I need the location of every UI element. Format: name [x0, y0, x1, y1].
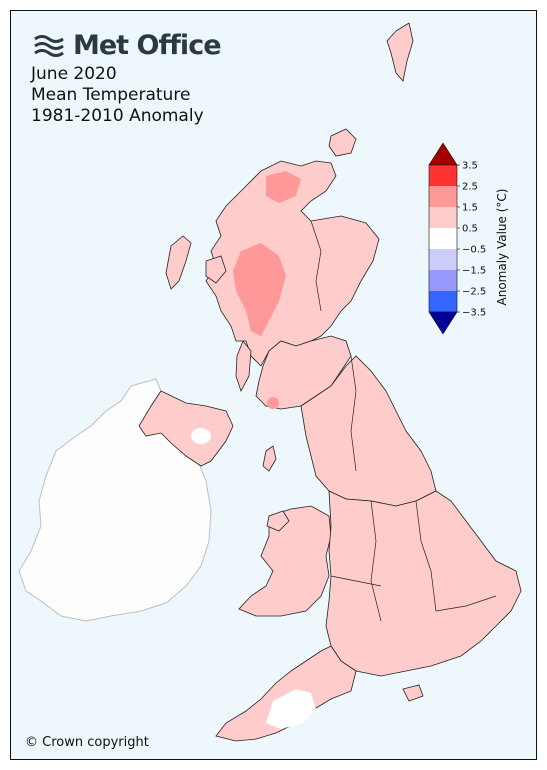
scotland-warm-patch-west	[233, 243, 286, 336]
shetland-islands	[386, 22, 414, 82]
colorbar-legend: 3.5 2.5 1.5 0.5 −0.5 −1.5 −2.5 −3.5	[428, 142, 486, 335]
scotland-warm-patch-north	[266, 171, 301, 203]
isle-of-wight	[402, 684, 424, 702]
orkney-islands	[328, 128, 357, 157]
title-month: June 2020	[31, 64, 117, 84]
colorbar-band	[429, 186, 457, 207]
colorbar-band	[429, 207, 457, 228]
anglesey	[266, 510, 290, 532]
south-west-england-landmass	[215, 645, 357, 742]
colorbar-tick-label: 2.5	[462, 182, 478, 193]
colorbar-extend-low	[428, 311, 458, 335]
map-frame: 3.5 2.5 1.5 0.5 −0.5 −1.5 −2.5 −3.5 Anomaly Val…	[10, 10, 537, 760]
colorbar-tick-label: 0.5	[462, 224, 478, 235]
title-variable: Mean Temperature	[31, 85, 191, 105]
colorbar-band	[429, 228, 457, 249]
northern-ireland-landmass	[138, 390, 234, 467]
isle-of-man	[262, 445, 277, 472]
colorbar-axis-label: Anomaly Value (°C)	[495, 189, 509, 306]
map-title: June 2020 Mean Temperature 1981-2010 Ano…	[31, 64, 204, 127]
northern-england-landmass	[300, 355, 437, 507]
colorbar-band	[429, 270, 457, 291]
uk-anomaly-map: 3.5 2.5 1.5 0.5 −0.5 −1.5 −2.5 −3.5 Anomaly Val…	[18, 22, 522, 742]
copyright-notice: © Crown copyright	[25, 735, 149, 750]
colorbar-band	[429, 165, 457, 186]
met-office-logo: Met Office	[33, 30, 222, 61]
lough-neagh	[191, 428, 211, 444]
kintyre-peninsula	[235, 340, 252, 393]
south-england-landmass	[325, 490, 522, 677]
met-office-wordmark: Met Office	[73, 30, 222, 61]
title-baseline: 1981-2010 Anomaly	[31, 106, 204, 126]
colorbar-tick-label: −3.5	[462, 308, 486, 319]
colorbar-tick-label: −1.5	[462, 266, 486, 277]
colorbar-tick-label: 1.5	[462, 203, 478, 214]
colorbar-tick-label: 3.5	[462, 161, 478, 172]
wales-landmass	[238, 505, 332, 617]
colorbar-extend-high	[428, 142, 458, 166]
region-boundaries	[310, 220, 497, 622]
colorbar-tick-label: −2.5	[462, 287, 486, 298]
met-office-waves-icon	[34, 34, 64, 57]
outer-hebrides	[165, 235, 192, 290]
south-west-neutral-patch	[266, 689, 316, 729]
galloway-warm-patch	[267, 397, 279, 409]
colorbar-tick-label: −0.5	[462, 245, 486, 256]
colorbar-band	[429, 291, 457, 312]
colorbar-band	[429, 249, 457, 270]
skye	[205, 255, 227, 284]
